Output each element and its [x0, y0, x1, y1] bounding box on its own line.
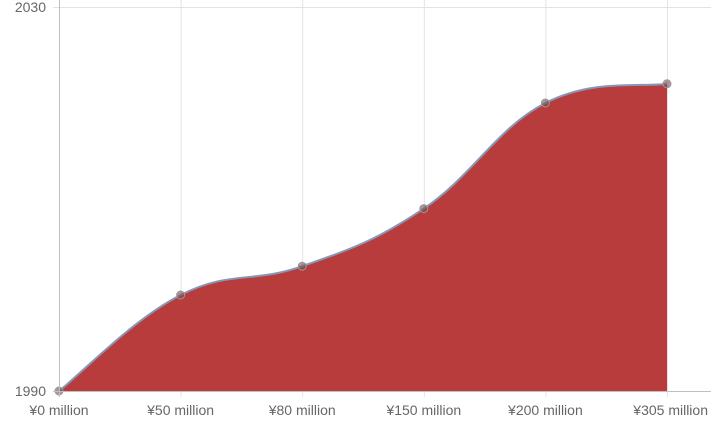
x-tick-label: ¥80 million: [268, 402, 336, 418]
y-tick-label: 1990: [15, 383, 46, 399]
x-tick-label: ¥0 million: [28, 402, 88, 418]
area-series: [58, 82, 668, 392]
area-fill: [59, 83, 667, 392]
data-point: [540, 98, 550, 108]
data-point: [662, 79, 672, 89]
axes: [53, 0, 711, 397]
data-point: [297, 261, 307, 271]
tick-labels: 1990 2030 ¥0 million ¥50 million ¥80 million…: [15, 0, 708, 418]
x-tick-label: ¥305 million: [632, 402, 708, 418]
y-tick-label: 2030: [15, 0, 46, 15]
data-point: [419, 204, 429, 214]
x-tick-label: ¥150 million: [385, 402, 461, 418]
data-points: [54, 79, 672, 396]
data-point: [176, 290, 186, 300]
x-tick-label: ¥50 million: [146, 402, 214, 418]
series-line: [58, 82, 668, 392]
x-tick-label: ¥200 million: [507, 402, 583, 418]
